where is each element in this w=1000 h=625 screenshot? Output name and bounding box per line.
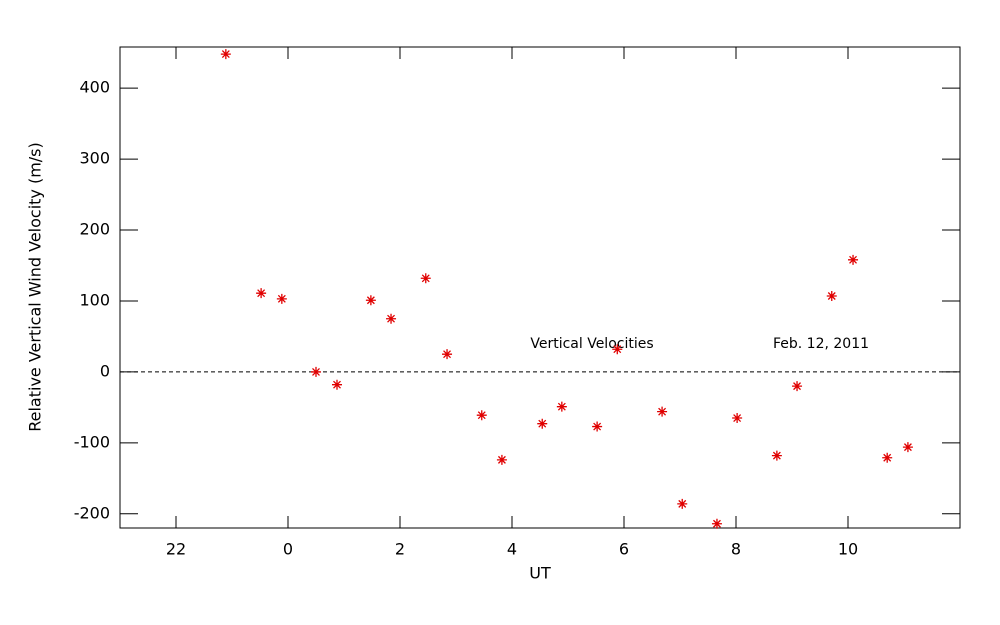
point [442,349,453,360]
point [556,401,567,412]
point [826,291,837,302]
point [537,418,548,429]
point [256,288,267,299]
y-tick-label: 300 [79,149,110,168]
point [386,313,397,324]
point [496,454,507,465]
y-axis-label: Relative Vertical Wind Velocity (m/s) [26,142,45,432]
y-tick-label: -100 [74,432,110,451]
point [592,421,603,432]
point [711,518,722,529]
y-tick-label: 100 [79,290,110,309]
point [612,344,623,355]
point [732,413,743,424]
point [420,273,431,284]
x-axis-label: UT [529,564,551,583]
point [311,366,321,377]
point [771,450,782,461]
x-tick-label: 10 [838,540,858,559]
x-tick-label: 6 [619,540,629,559]
x-tick-label: 22 [166,540,186,559]
point [365,295,376,306]
point [882,452,893,463]
x-tick-label: 2 [395,540,405,559]
point [657,406,668,417]
y-tick-label: 400 [79,78,110,97]
plot-frame [119,46,961,529]
point [332,379,342,390]
y-tick-label: -200 [74,503,110,522]
point [792,381,803,392]
point [902,442,913,453]
x-tick-label: 8 [731,540,741,559]
point [677,498,688,509]
x-tick-label: 0 [283,540,293,559]
annotation: Vertical Velocities [530,336,653,352]
point [476,410,487,421]
annotation: Feb. 12, 2011 [773,336,869,352]
y-tick-label: 200 [79,220,110,239]
x-tick-label: 4 [507,540,517,559]
point [220,49,231,60]
point [848,254,859,265]
y-tick-label: 0 [100,361,110,380]
point [276,293,287,304]
